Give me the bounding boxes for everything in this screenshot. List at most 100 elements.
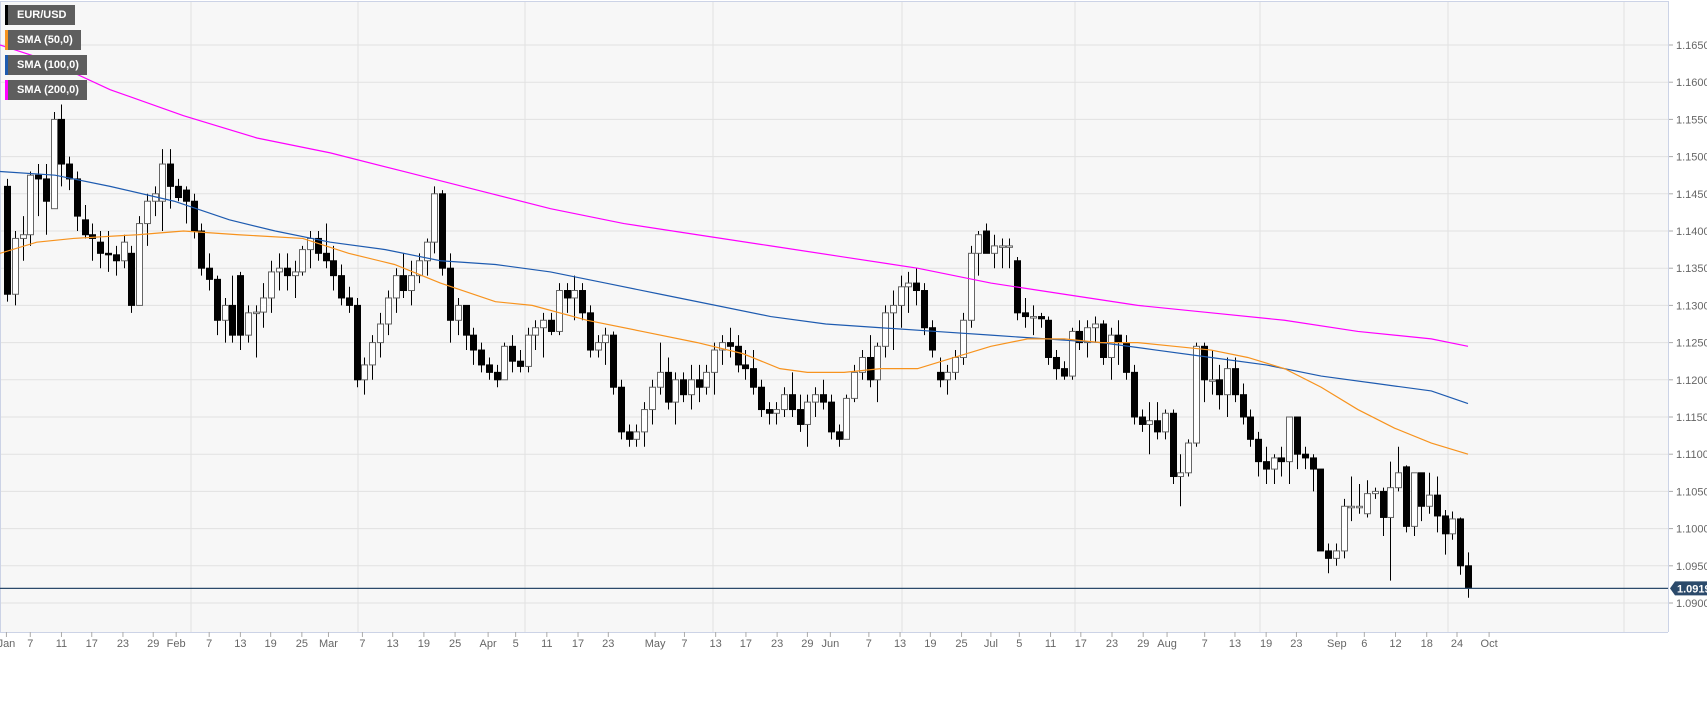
bear-candle	[354, 304, 361, 381]
bear-candle	[766, 409, 773, 414]
bear-candle	[1380, 490, 1387, 518]
bear-candle	[836, 431, 843, 440]
bear-candle	[867, 356, 874, 381]
bear-candle	[128, 252, 135, 306]
bull-candle	[952, 356, 959, 373]
bear-candle	[463, 304, 470, 336]
bear-candle	[82, 219, 89, 236]
bear-candle	[1465, 565, 1472, 589]
bear-candle	[1139, 416, 1146, 425]
bear-candle	[983, 230, 990, 254]
bear-candle	[1317, 468, 1324, 552]
x-tick-label: 29	[1137, 638, 1149, 650]
x-tick-label: 11	[541, 638, 552, 650]
bull-candle	[960, 319, 967, 358]
bear-candle	[1310, 457, 1317, 470]
x-tick-label: 5	[513, 638, 519, 650]
bull-candle	[1426, 494, 1433, 507]
y-tick-label: 1.0900	[1676, 598, 1707, 610]
x-tick-label: 13	[387, 638, 399, 650]
legend-item-sma200[interactable]: SMA (200,0)	[5, 80, 87, 100]
bear-candle	[618, 386, 625, 433]
legend-item-sma100[interactable]: SMA (100,0)	[5, 55, 87, 75]
bull-candle	[20, 234, 27, 239]
swatch-sma200	[5, 80, 8, 100]
y-tick-label: 1.1650	[1676, 40, 1707, 52]
x-tick-label: 25	[955, 638, 967, 650]
bear-candle	[315, 237, 322, 254]
bear-candle	[191, 200, 198, 232]
bull-candle	[1364, 493, 1371, 515]
bear-candle	[789, 394, 796, 411]
bear-candle	[439, 193, 446, 269]
legend-item-sma50[interactable]: SMA (50,0)	[5, 30, 81, 50]
bear-candle	[35, 174, 42, 180]
bull-candle	[657, 371, 664, 388]
x-tick-label: 23	[1290, 638, 1302, 650]
last-price-badge	[1670, 581, 1707, 596]
bull-candle	[377, 323, 384, 344]
x-tick-label: 24	[1451, 638, 1463, 650]
bear-candle	[284, 267, 291, 277]
bull-candle	[999, 245, 1006, 248]
bear-candle	[1263, 461, 1270, 470]
bear-candle	[1442, 515, 1449, 535]
x-tick-label: Feb	[167, 638, 186, 650]
bear-candle	[1061, 368, 1068, 377]
bear-candle	[4, 185, 11, 295]
bear-candle	[323, 252, 330, 262]
y-tick-label: 1.1500	[1676, 152, 1707, 164]
x-tick-label: 12	[1389, 638, 1401, 650]
bear-candle	[750, 368, 757, 388]
bull-candle	[369, 342, 376, 366]
bear-candle	[797, 409, 804, 425]
bull-candle	[532, 327, 539, 336]
y-tick-label: 1.1400	[1676, 226, 1707, 238]
bear-candle	[167, 163, 174, 187]
bear-candle	[237, 275, 244, 336]
bear-candle	[921, 290, 928, 329]
bull-candle	[890, 304, 897, 314]
bull-candle	[1387, 487, 1394, 518]
bear-candle	[113, 254, 120, 262]
x-tick-label: Sep	[1327, 638, 1347, 650]
bull-candle	[416, 260, 423, 277]
x-tick-label: 11	[56, 638, 67, 650]
bull-candle	[51, 118, 58, 210]
bear-candle	[1022, 312, 1029, 318]
bull-candle	[975, 234, 982, 254]
bull-candle	[688, 379, 695, 396]
bull-candle	[1146, 420, 1153, 425]
bull-candle	[773, 409, 780, 414]
bear-candle	[665, 371, 672, 403]
bear-candle	[105, 252, 112, 256]
x-tick-label: Apr	[480, 638, 497, 650]
bear-candle	[183, 189, 190, 202]
legend-item-eurusd[interactable]: EUR/USD	[5, 5, 75, 25]
bear-candle	[1403, 466, 1410, 527]
bull-candle	[703, 371, 710, 388]
x-tick-label: 7	[1202, 638, 1208, 650]
bear-candle	[626, 431, 633, 440]
bull-candle	[393, 275, 400, 299]
bull-candle	[1341, 505, 1348, 552]
bull-candle	[455, 304, 462, 321]
sma100-line	[0, 170, 1469, 405]
bear-candle	[447, 267, 454, 321]
bear-candle	[820, 394, 827, 403]
bull-candle	[711, 349, 718, 373]
swatch-sma50	[5, 30, 8, 50]
bear-candle	[1053, 356, 1060, 370]
bull-candle	[719, 342, 726, 351]
x-tick-label: 25	[296, 638, 308, 650]
bull-candle	[905, 282, 912, 288]
bull-candle	[633, 431, 640, 440]
bull-candle	[144, 200, 151, 225]
bear-candle	[587, 312, 594, 351]
x-tick-label: 19	[418, 638, 430, 650]
bull-candle	[1084, 327, 1091, 344]
bull-candle	[245, 312, 252, 336]
bear-candle	[229, 304, 236, 336]
